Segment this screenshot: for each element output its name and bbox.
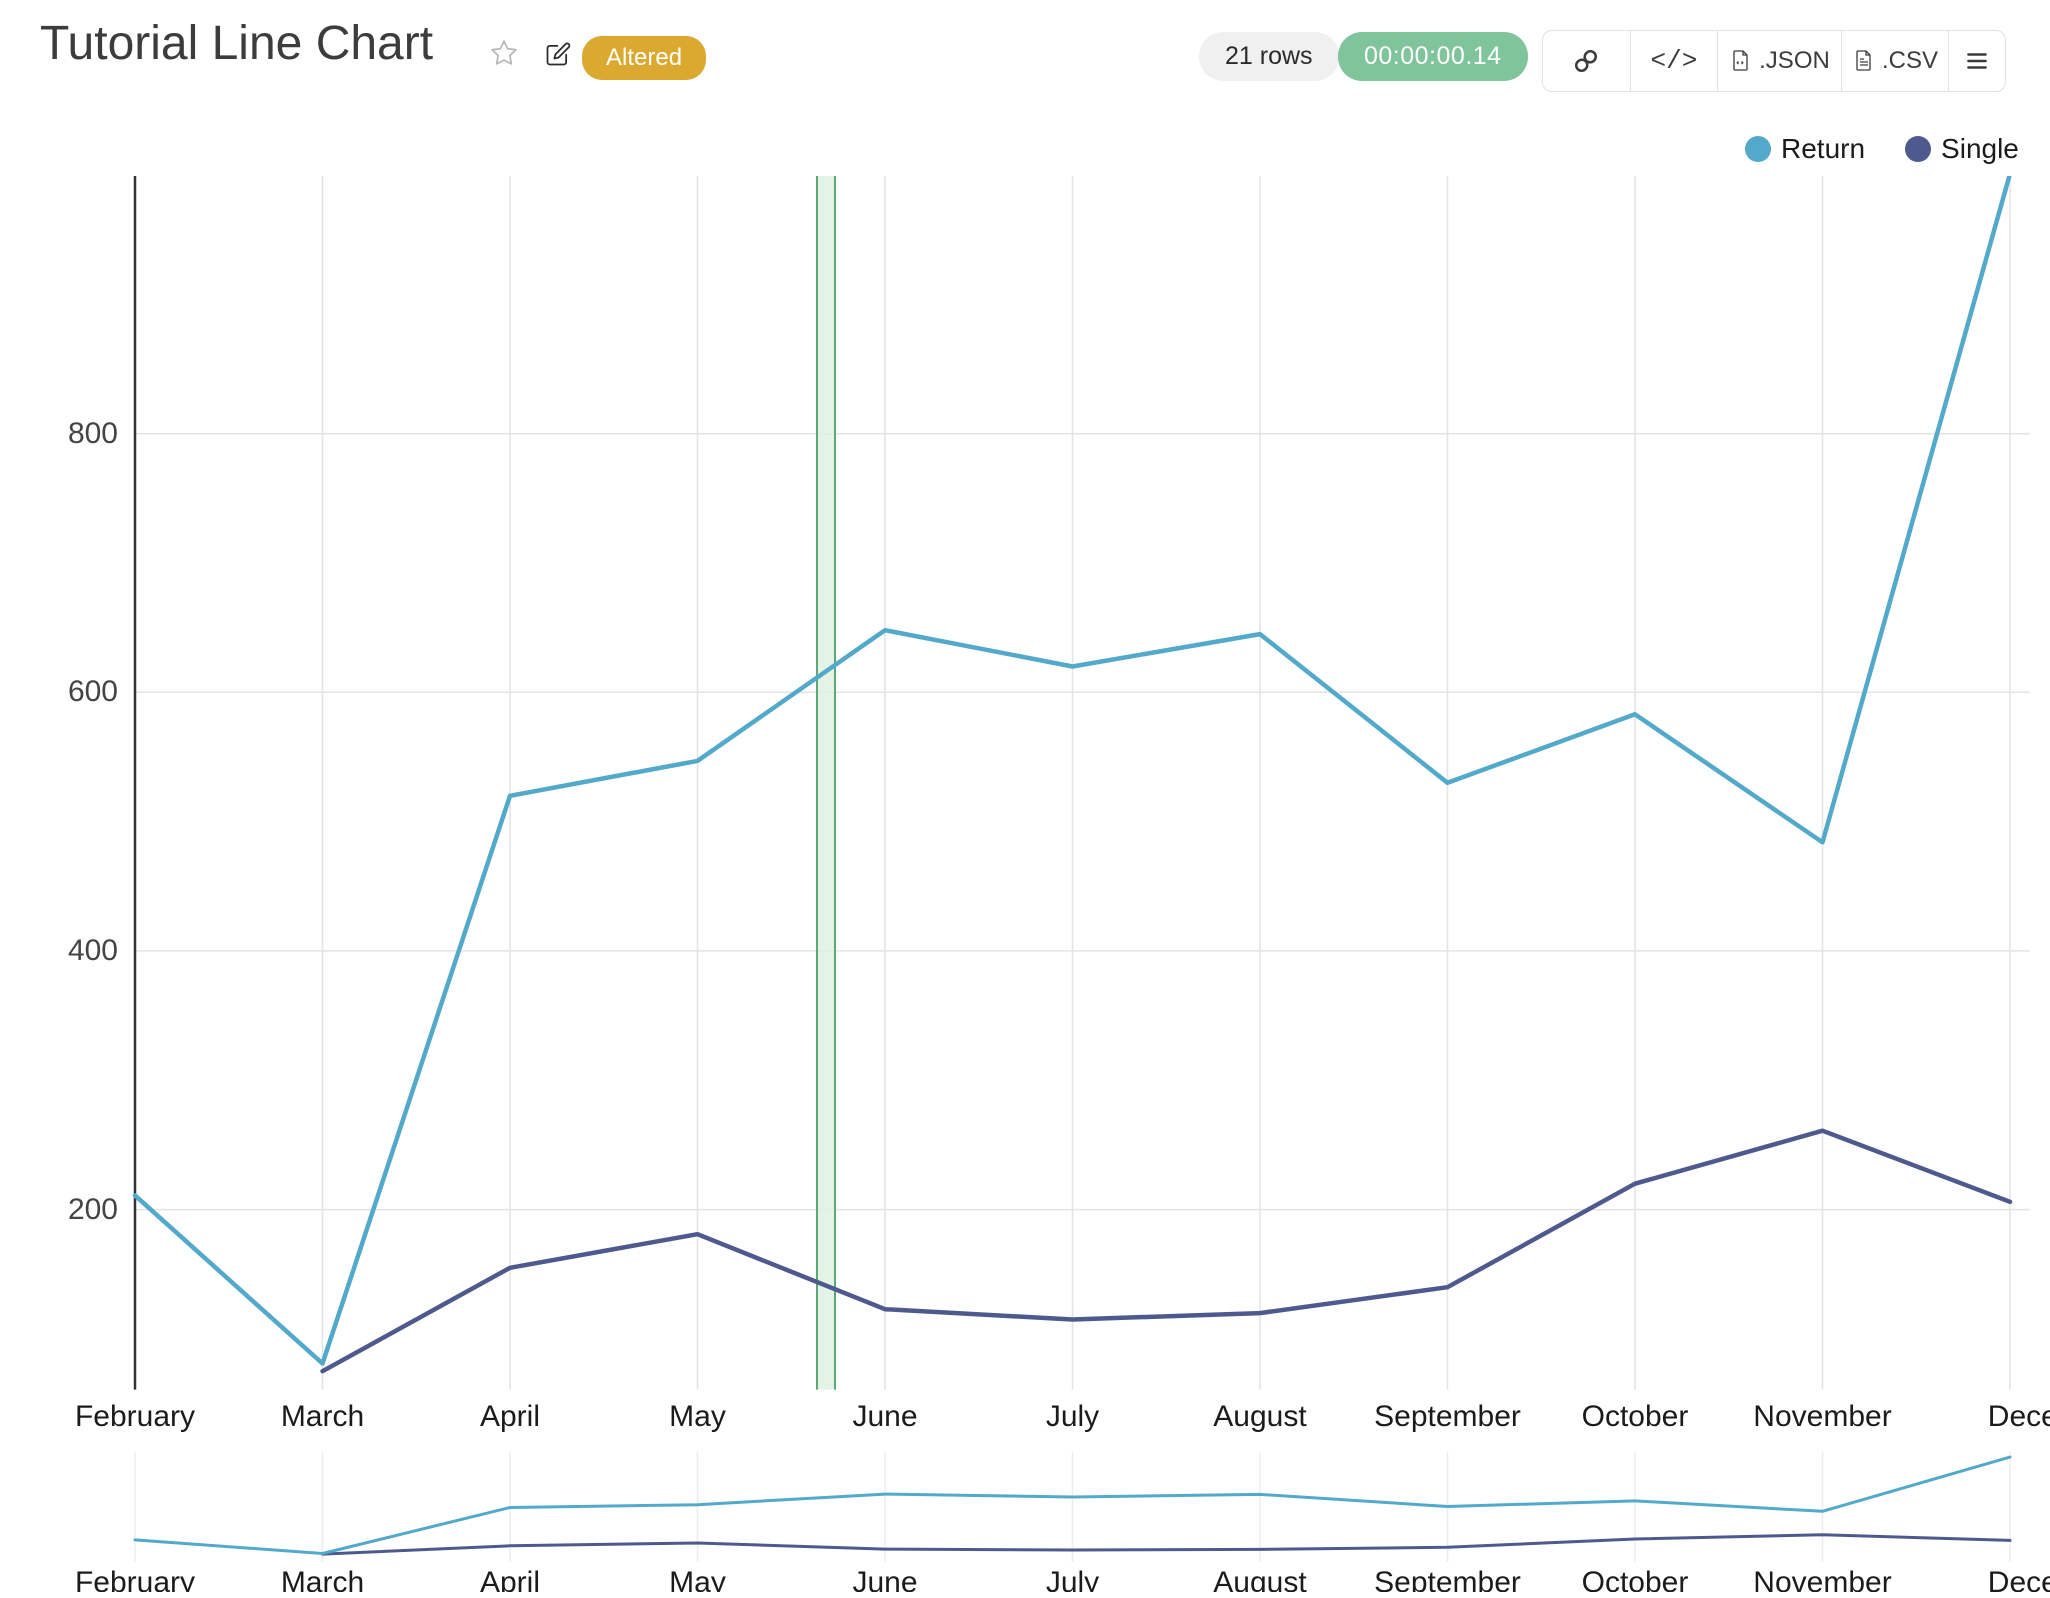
svg-text:July: July [1046,1566,1099,1592]
svg-text:July: July [1046,1400,1099,1433]
svg-text:August: August [1213,1400,1307,1433]
svg-text:March: March [281,1566,364,1592]
svg-text:November: November [1753,1400,1891,1433]
svg-text:October: October [1582,1566,1689,1592]
svg-text:November: November [1753,1566,1891,1592]
svg-text:September: September [1374,1566,1521,1592]
svg-text:May: May [669,1400,726,1433]
svg-text:April: April [480,1566,540,1592]
svg-text:600: 600 [68,675,118,708]
svg-text:June: June [852,1566,917,1592]
svg-text:April: April [480,1400,540,1433]
svg-text:800: 800 [68,417,118,450]
svg-text:February: February [75,1400,195,1433]
svg-text:400: 400 [68,934,118,967]
svg-text:200: 200 [68,1193,118,1226]
svg-text:September: September [1374,1400,1521,1433]
svg-text:February: February [75,1566,195,1592]
svg-text:June: June [852,1400,917,1433]
svg-text:October: October [1582,1400,1689,1433]
svg-text:December: December [1988,1400,2050,1433]
svg-text:December: December [1988,1566,2050,1592]
svg-text:March: March [281,1400,364,1433]
svg-text:May: May [669,1566,726,1592]
svg-text:August: August [1213,1566,1307,1592]
